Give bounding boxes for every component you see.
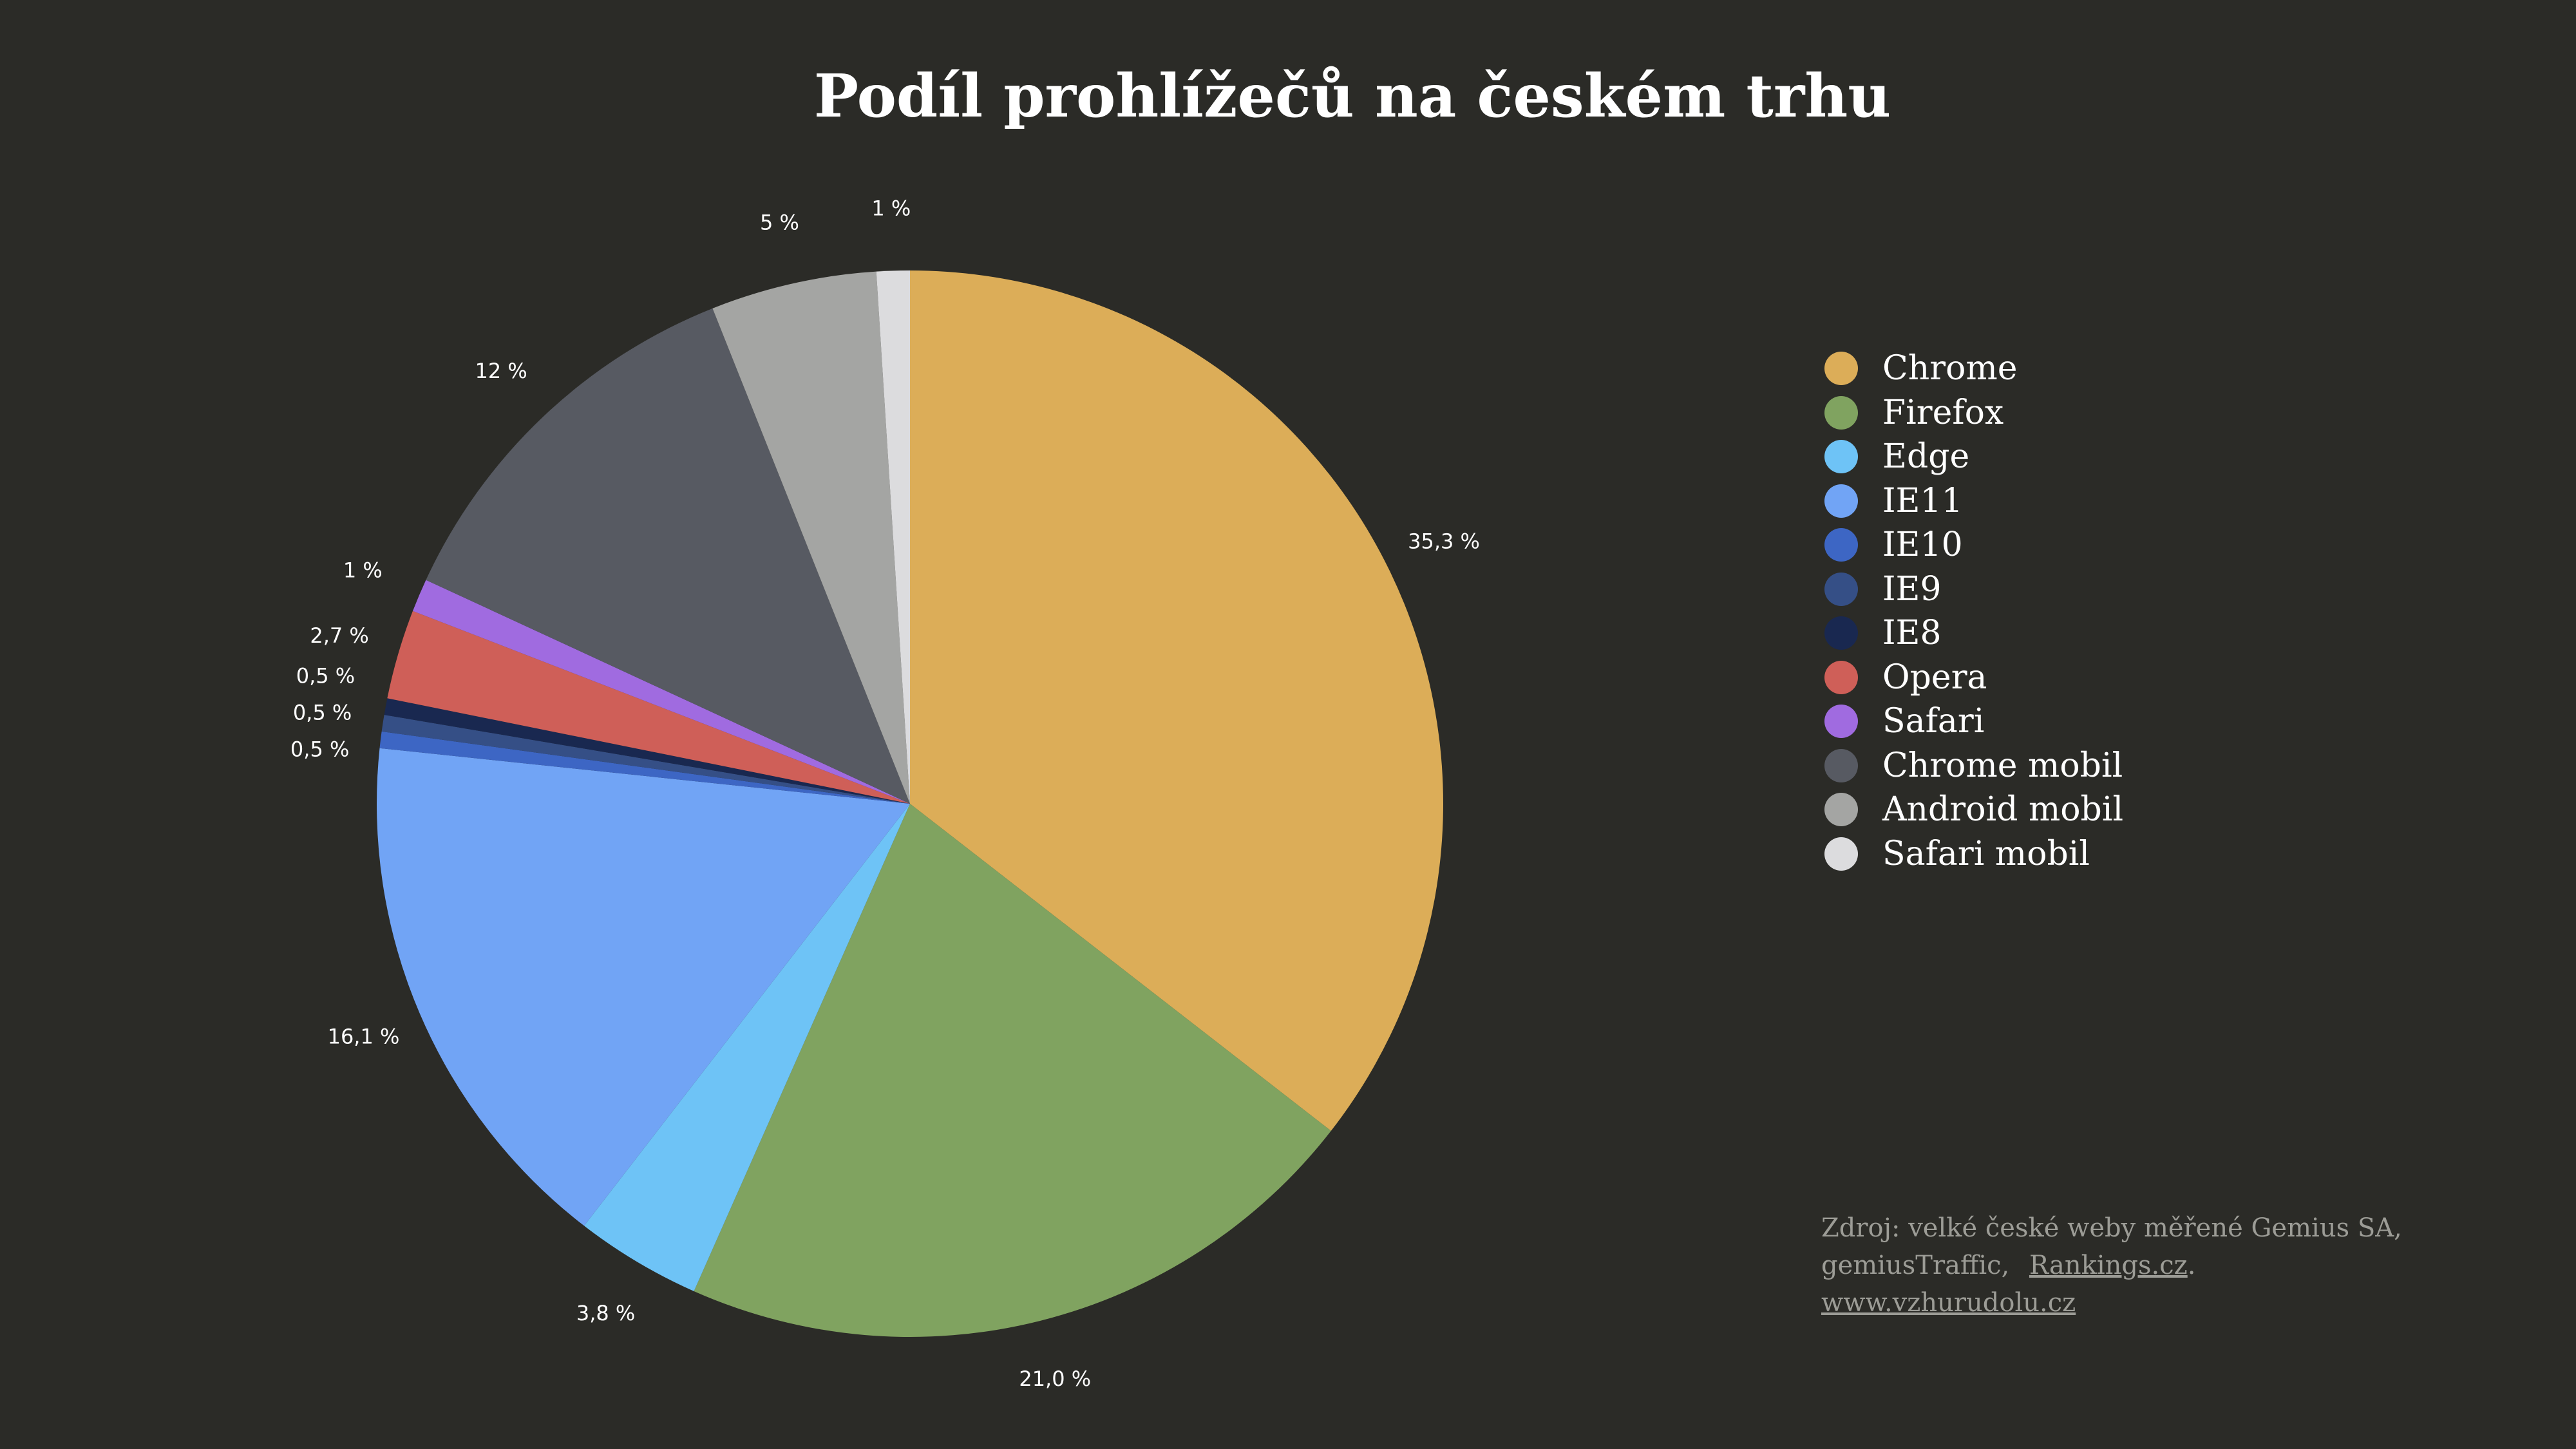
legend-label: Chrome <box>1882 349 2018 388</box>
legend-swatch <box>1824 484 1858 518</box>
legend-swatch <box>1824 572 1858 606</box>
pie-slice-android-mobil <box>712 271 910 804</box>
legend-label: Chrome mobil <box>1882 746 2123 785</box>
slice-label-ie10: 0,5 % <box>290 737 349 761</box>
pie-slice-opera <box>387 611 910 804</box>
legend-label: IE8 <box>1882 614 1942 653</box>
legend-swatch <box>1824 616 1858 650</box>
slice-label-ie8: 0,5 % <box>296 664 355 688</box>
legend-item-ie8: IE8 <box>1824 611 2123 656</box>
pie-slice-ie8 <box>384 698 910 804</box>
legend-label: Firefox <box>1882 393 2004 432</box>
slice-label-ie9: 0,5 % <box>293 701 352 725</box>
legend-swatch <box>1824 748 1858 782</box>
legend-item-chrome: Chrome <box>1824 346 2123 391</box>
pie-slice-edge <box>584 804 910 1291</box>
legend-swatch <box>1824 352 1858 386</box>
slice-label-ie11: 16,1 % <box>328 1024 400 1048</box>
pie-slice-ie9 <box>381 714 910 804</box>
source-note: Zdroj: velké české weby měřené Gemius SA… <box>1821 1209 2562 1321</box>
legend-label: Safari <box>1882 702 1985 741</box>
pie-slice-safari-mobil <box>876 270 910 804</box>
legend-label: IE9 <box>1882 569 1942 609</box>
legend-label: Edge <box>1882 437 1970 477</box>
slice-label-safari: 1 % <box>343 558 383 582</box>
legend-swatch <box>1824 793 1858 827</box>
legend-label: IE10 <box>1882 526 1963 565</box>
legend-item-chrome-mobil: Chrome mobil <box>1824 744 2123 788</box>
legend-item-opera: Opera <box>1824 656 2123 700</box>
legend-item-ie11: IE11 <box>1824 479 2123 524</box>
legend-item-ie10: IE10 <box>1824 523 2123 567</box>
slice-label-opera: 2,7 % <box>310 623 368 648</box>
legend-label: IE11 <box>1882 481 1963 520</box>
pie-slice-chrome <box>910 270 1443 1132</box>
slice-label-safari-mobil: 1 % <box>871 196 911 220</box>
legend-item-firefox: Firefox <box>1824 391 2123 435</box>
chart-title: Podíl prohlížečů na českém trhu <box>813 61 1891 131</box>
pie-slice-firefox <box>694 804 1331 1337</box>
source-gemius-text: gemiusTraffic, <box>1821 1251 2010 1280</box>
vzhurudolu-link[interactable]: www.vzhurudolu.cz <box>1821 1288 2076 1318</box>
legend-item-android-mobil: Android mobil <box>1824 788 2123 832</box>
slice-label-firefox: 21,0 % <box>1019 1367 1091 1391</box>
legend-label: Opera <box>1882 658 1987 697</box>
legend-swatch <box>1824 705 1858 739</box>
legend-swatch <box>1824 528 1858 562</box>
source-line-1: Zdroj: velké české weby měřené Gemius SA… <box>1821 1213 2402 1243</box>
legend-item-safari-mobil: Safari mobil <box>1824 832 2123 876</box>
rankings-link[interactable]: Rankings.cz <box>2029 1251 2188 1280</box>
legend-swatch <box>1824 837 1858 871</box>
pie-slice-safari <box>412 580 910 804</box>
legend-item-safari: Safari <box>1824 699 2123 744</box>
legend-swatch <box>1824 440 1858 474</box>
legend-swatch <box>1824 395 1858 430</box>
pie-slice-ie10 <box>379 731 910 804</box>
legend-item-edge: Edge <box>1824 435 2123 479</box>
slice-label-android-mobil: 5 % <box>760 210 799 234</box>
source-line-3: www.vzhurudolu.cz <box>1821 1284 2562 1321</box>
legend-item-ie9: IE9 <box>1824 567 2123 612</box>
legend-swatch <box>1824 660 1858 694</box>
legend-label: Android mobil <box>1882 790 2124 829</box>
chart-legend: Chrome Firefox Edge IE11 IE10 IE9 IE8 Opera Safa… <box>1824 346 2123 876</box>
source-period: . <box>2187 1251 2196 1280</box>
source-line-2: gemiusTraffic, Rankings.cz. <box>1821 1247 2562 1284</box>
pie-slice-ie11 <box>377 748 910 1226</box>
slice-label-chrome: 35,3 % <box>1408 529 1480 553</box>
pie-slice-chrome-mobil <box>426 308 910 804</box>
slice-label-chrome-mobil: 12 % <box>475 359 527 383</box>
slice-label-edge: 3,8 % <box>576 1301 635 1325</box>
legend-label: Safari mobil <box>1882 834 2090 873</box>
